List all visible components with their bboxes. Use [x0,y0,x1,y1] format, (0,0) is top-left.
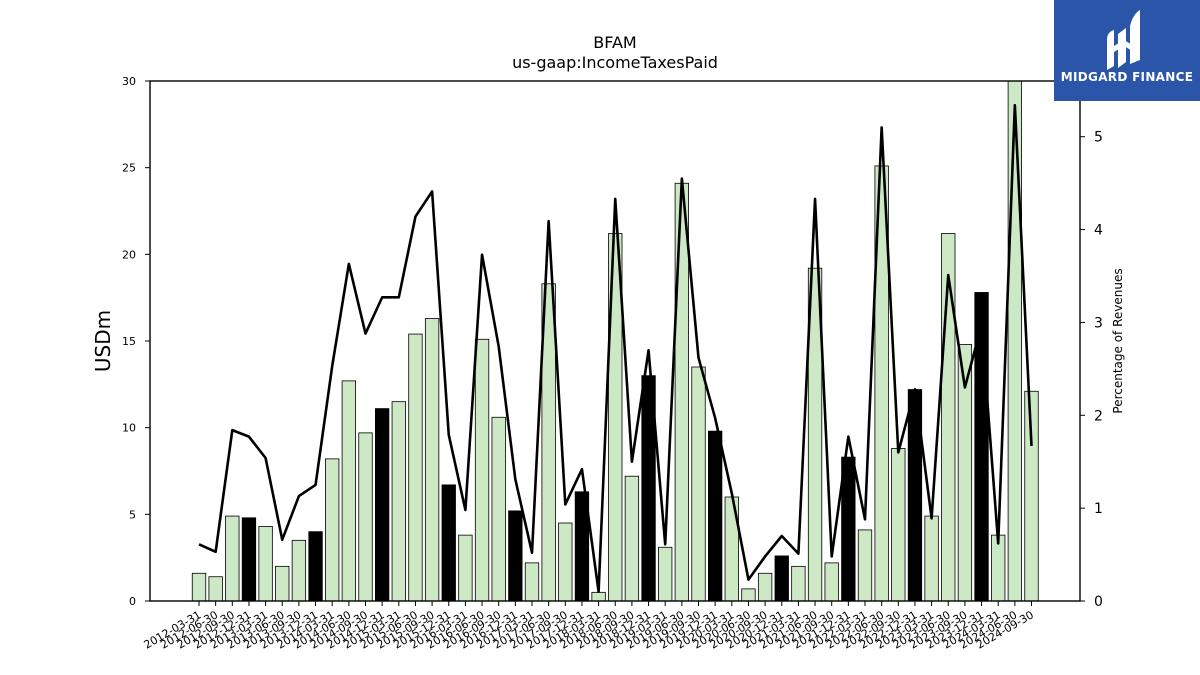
bar [741,588,756,602]
bar [624,475,640,602]
bar [658,546,673,602]
bar [924,515,939,602]
chart-subtitle: us-gaap:IncomeTaxesPaid [512,53,718,72]
bar [424,318,440,602]
bar [757,572,773,602]
y-axis-label: USDm [91,310,115,372]
chart-title: BFAM [593,33,636,52]
bar [791,565,806,602]
y-right-tick-label: 0 [1094,594,1103,610]
bar [891,448,906,602]
bar [408,333,423,602]
bar [458,534,473,602]
bar [1007,80,1022,602]
logo-text: MIDGARD FINANCE [1061,70,1193,84]
bar [508,510,523,602]
bar [341,380,357,602]
y-tick-label: 20 [122,248,136,261]
bar [225,515,240,602]
logo-mark-icon [1107,10,1140,70]
bar [674,182,689,602]
bar [591,591,606,602]
bar [708,430,723,602]
y-tick-label: 30 [122,75,136,88]
bar [258,526,273,602]
y-right-tick-label: 1 [1094,501,1103,517]
line-path [198,103,1033,594]
bar [275,565,290,602]
bar-series [191,80,1039,602]
line-series [198,103,1033,594]
y-right-tick-label: 4 [1094,223,1103,239]
bar [291,539,307,602]
left-axis: 0 5 10 15 20 25 30 [122,75,150,608]
y-tick-label: 10 [122,422,136,435]
bar [991,534,1006,602]
bar [524,562,540,602]
bar [358,432,373,602]
y-right-tick-label: 3 [1094,315,1103,331]
bar [474,338,490,602]
y-tick-label: 25 [122,162,136,175]
right-axis: 0 1 2 3 4 5 [1080,130,1103,610]
y-tick-label: 0 [129,595,136,608]
bar [325,458,340,602]
logo-background [1054,0,1200,101]
bar [857,529,873,602]
x-axis: 2012-03-312012-06-302012-09-302012-12-31… [142,601,1036,652]
midgard-finance-logo: MIDGARD FINANCE [1054,0,1200,101]
bar [308,531,323,602]
bar [208,576,223,602]
bar [774,555,789,602]
bar [824,562,839,602]
y-right-tick-label: 2 [1094,408,1103,424]
bar [441,484,456,602]
bar [691,366,706,602]
y-axis-label-right: Percentage of Revenues [1111,268,1125,413]
bar [241,517,257,602]
y-tick-label: 15 [122,335,136,348]
bar [558,522,573,602]
bar [374,408,390,602]
y-right-tick-label: 5 [1094,130,1103,146]
bar [391,401,406,602]
y-tick-label: 5 [129,508,136,521]
bar [191,572,207,602]
bar [491,416,506,602]
